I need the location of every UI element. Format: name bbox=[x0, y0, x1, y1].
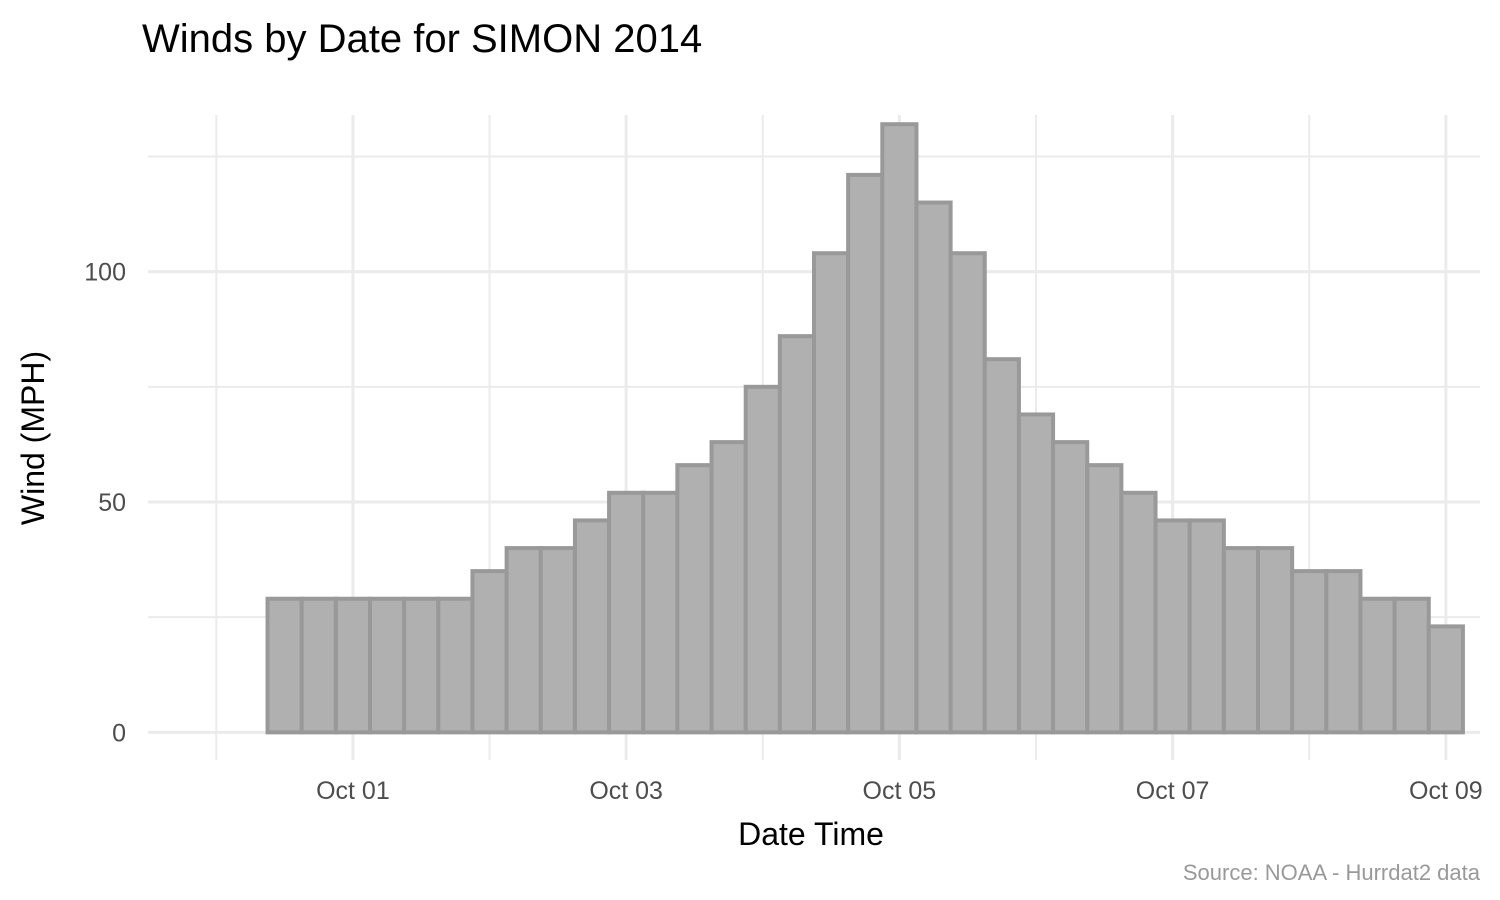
bar bbox=[402, 596, 441, 735]
x-tick-label: Oct 07 bbox=[1136, 777, 1210, 805]
y-tick-label: 50 bbox=[98, 489, 126, 517]
source-caption: Source: NOAA - Hurrdat2 data bbox=[1183, 860, 1481, 885]
bar bbox=[1187, 518, 1226, 735]
bar bbox=[1221, 546, 1261, 735]
bars bbox=[265, 122, 1465, 735]
bar bbox=[641, 490, 680, 735]
x-axis-title: Date Time bbox=[738, 816, 884, 852]
bar bbox=[504, 546, 543, 735]
y-tick-label: 0 bbox=[112, 719, 126, 747]
bar bbox=[436, 596, 475, 735]
bar bbox=[1016, 412, 1056, 735]
bar bbox=[812, 251, 851, 735]
bar bbox=[572, 518, 612, 735]
bar bbox=[299, 596, 338, 735]
bar bbox=[1085, 463, 1124, 735]
bar bbox=[846, 172, 885, 735]
y-tick-labels: 0 50 100 bbox=[84, 259, 126, 748]
x-tick-label: Oct 05 bbox=[863, 777, 937, 805]
bar bbox=[982, 357, 1021, 735]
y-tick-label: 100 bbox=[84, 259, 126, 287]
bar bbox=[777, 334, 816, 735]
y-axis-title: Wind (MPH) bbox=[15, 351, 51, 525]
bar bbox=[743, 384, 782, 735]
bar bbox=[1153, 518, 1192, 735]
bar bbox=[470, 569, 509, 735]
bar bbox=[948, 251, 987, 735]
bar bbox=[265, 596, 304, 735]
bar bbox=[1256, 546, 1295, 735]
bar bbox=[1358, 596, 1397, 735]
bar bbox=[1119, 490, 1158, 735]
bar bbox=[1392, 596, 1431, 735]
chart-title: Winds by Date for SIMON 2014 bbox=[142, 17, 702, 61]
x-tick-labels: Oct 01 Oct 03 Oct 05 Oct 07 Oct 09 bbox=[316, 777, 1483, 805]
bar bbox=[1324, 569, 1363, 735]
bar bbox=[709, 440, 748, 735]
x-tick-label: Oct 01 bbox=[316, 777, 390, 805]
bar bbox=[607, 490, 646, 735]
bar bbox=[914, 200, 953, 735]
bar bbox=[538, 546, 577, 735]
bar bbox=[368, 596, 407, 735]
x-tick-label: Oct 03 bbox=[589, 777, 663, 805]
bar bbox=[880, 122, 919, 735]
bar bbox=[675, 463, 714, 735]
bar bbox=[1051, 440, 1090, 735]
bar bbox=[1426, 624, 1465, 735]
bar bbox=[333, 596, 373, 735]
x-tick-label: Oct 09 bbox=[1409, 777, 1483, 805]
bar bbox=[1290, 569, 1329, 735]
